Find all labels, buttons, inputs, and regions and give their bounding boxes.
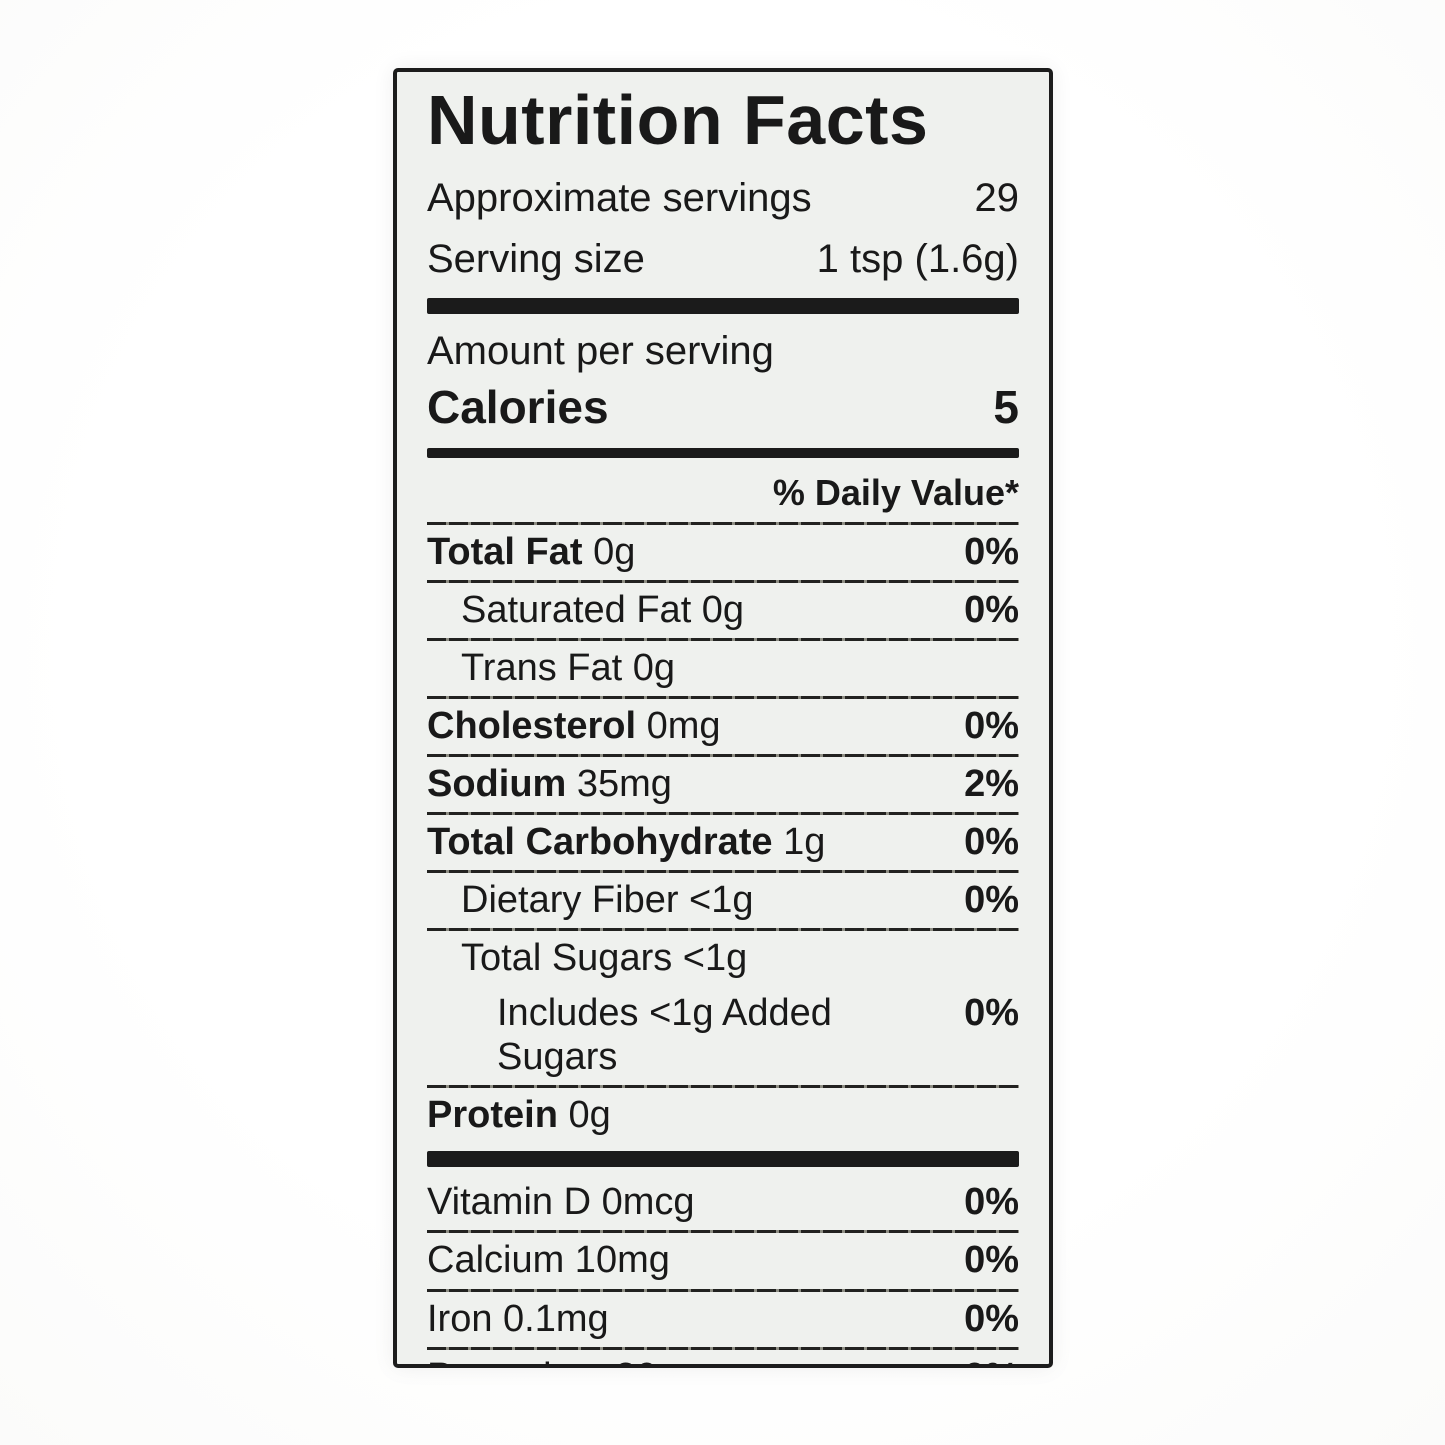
nutrient-daily-value: 0% xyxy=(964,992,1019,1035)
medium-divider-bar xyxy=(427,447,1019,458)
nutrient-row: Cholesterol 0mg 0% xyxy=(427,699,1019,754)
rule-divider xyxy=(427,579,1019,583)
nutrient-name: Trans Fat 0g xyxy=(461,646,676,689)
nutrient-row: Protein 0g xyxy=(427,1088,1019,1143)
label-title: Nutrition Facts xyxy=(427,81,929,159)
rule-divider xyxy=(427,811,1019,815)
rule-divider xyxy=(427,1288,1019,1292)
thick-divider-bar xyxy=(427,1151,1019,1168)
nutrient-name: Calcium 10mg xyxy=(427,1239,670,1282)
thick-divider-bar xyxy=(427,297,1019,314)
nutrient-name: Sodium 35mg xyxy=(427,762,672,805)
nutrition-facts-label: Nutrition Facts Approximate servings 29 … xyxy=(393,68,1053,1368)
nutrient-row: Total Fat 0g 0% xyxy=(427,525,1019,580)
nutrient-daily-value: 0% xyxy=(964,704,1019,747)
nutrient-name: Protein 0g xyxy=(427,1094,611,1137)
rule-divider xyxy=(427,637,1019,641)
serving-size-value: 1 tsp (1.6g) xyxy=(816,236,1019,281)
nutrient-row: Potassium 20mg 0% xyxy=(427,1350,1019,1364)
nutrient-daily-value: 0% xyxy=(964,1181,1019,1224)
nutrient-row: Calcium 10mg 0% xyxy=(427,1233,1019,1288)
nutrient-daily-value: 2% xyxy=(964,762,1019,805)
nutrient-row: Total Carbohydrate 1g 0% xyxy=(427,815,1019,870)
nutrient-row: Sodium 35mg 2% xyxy=(427,757,1019,812)
nutrient-name: Potassium 20mg xyxy=(427,1355,952,1364)
servings-label: Approximate servings xyxy=(427,175,812,220)
nutrient-daily-value: 0% xyxy=(964,878,1019,921)
rule-divider xyxy=(427,1085,1019,1089)
calories-value: 5 xyxy=(993,380,1019,433)
rule-divider xyxy=(427,521,1019,525)
rule-divider xyxy=(427,869,1019,873)
nutrient-daily-value: 0% xyxy=(964,820,1019,863)
serving-size-label: Serving size xyxy=(427,236,645,281)
nutrient-daily-value: 0% xyxy=(952,1355,1019,1364)
nutrient-name: Iron 0.1mg xyxy=(427,1297,609,1340)
nutrient-daily-value: 0% xyxy=(964,1239,1019,1282)
servings-row: Approximate servings 29 xyxy=(427,168,1019,229)
nutrient-row: Trans Fat 0g xyxy=(427,641,1019,696)
nutrient-row: Includes <1g Added Sugars 0% xyxy=(427,986,1019,1085)
rule-divider xyxy=(427,1346,1019,1350)
nutrient-name: Includes <1g Added Sugars xyxy=(497,992,832,1079)
nutrient-name: Vitamin D 0mcg xyxy=(427,1181,695,1224)
rule-divider xyxy=(427,928,1019,932)
nutrient-name: Total Carbohydrate 1g xyxy=(427,820,826,863)
serving-size-row: Serving size 1 tsp (1.6g) xyxy=(427,229,1019,290)
rule-divider xyxy=(427,695,1019,699)
nutrient-row: Iron 0.1mg 0% xyxy=(427,1292,1019,1347)
rule-divider xyxy=(427,753,1019,757)
calories-label: Calories xyxy=(427,380,609,433)
nutrient-row: Total Sugars <1g xyxy=(427,931,1019,986)
nutrient-name: Cholesterol 0mg xyxy=(427,704,721,747)
nutrient-name: Dietary Fiber <1g xyxy=(461,878,754,921)
daily-value-header: % Daily Value* xyxy=(772,471,1019,513)
amount-per-serving-label: Amount per serving xyxy=(427,328,774,373)
nutrient-daily-value: 0% xyxy=(964,588,1019,631)
nutrient-row: Saturated Fat 0g 0% xyxy=(427,583,1019,638)
nutrient-daily-value: 0% xyxy=(964,530,1019,573)
macronutrient-rows: Total Fat 0g 0% Saturated Fat 0g 0% Tran… xyxy=(427,521,1019,1144)
nutrient-name: Total Fat 0g xyxy=(427,530,636,573)
rule-divider xyxy=(427,1230,1019,1234)
nutrient-daily-value: 0% xyxy=(964,1297,1019,1340)
nutrient-name: Saturated Fat 0g xyxy=(461,588,745,631)
nutrient-row: Dietary Fiber <1g 0% xyxy=(427,873,1019,928)
micronutrient-rows: Vitamin D 0mcg 0% Calcium 10mg 0% Iron 0… xyxy=(427,1175,1019,1364)
calories-row: Calories 5 xyxy=(427,376,1019,442)
servings-value: 29 xyxy=(974,175,1020,220)
nutrient-row: Vitamin D 0mcg 0% xyxy=(427,1175,1019,1230)
nutrient-name: Total Sugars <1g xyxy=(461,937,748,980)
